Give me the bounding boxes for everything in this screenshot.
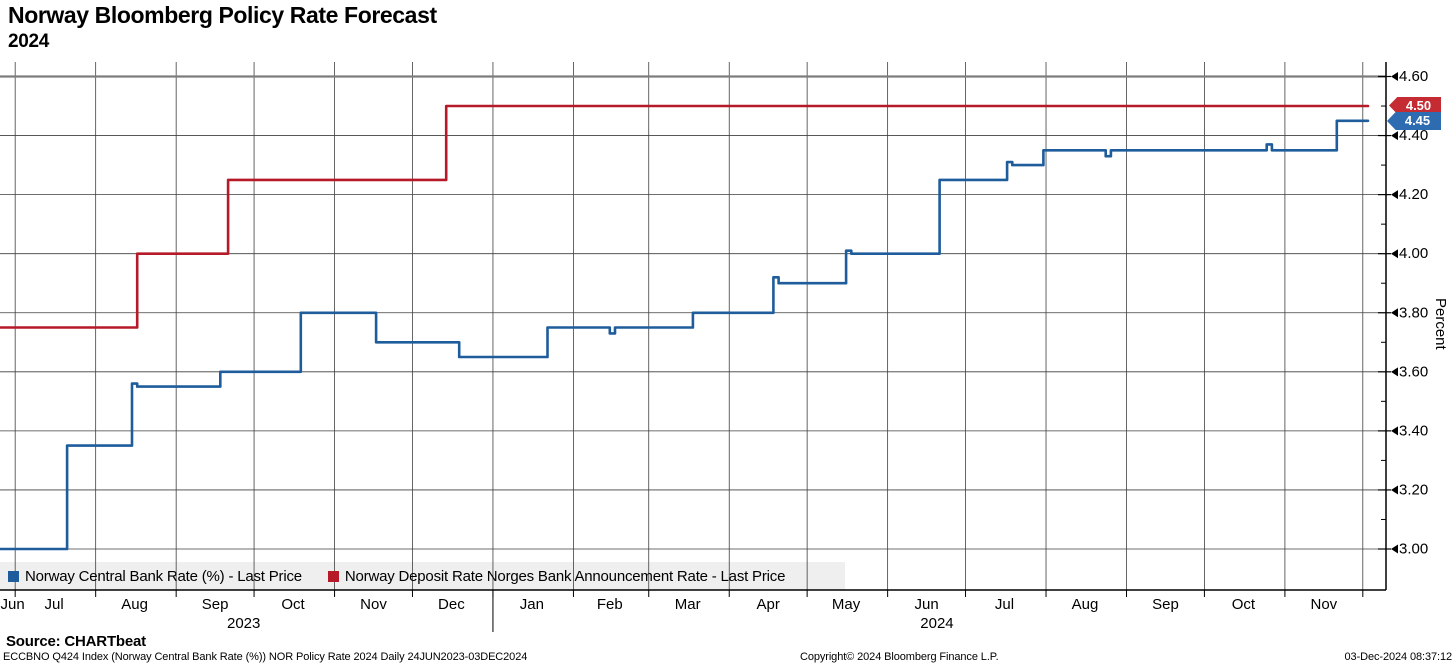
y-tick-arrow-icon bbox=[1391, 190, 1398, 200]
y-tick-arrow-icon bbox=[1391, 131, 1398, 141]
legend-marker-blue-icon bbox=[8, 570, 19, 582]
y-tick-label: 3.80 bbox=[1399, 304, 1428, 321]
y-tick-label: 3.00 bbox=[1399, 541, 1428, 558]
x-tick-label: Nov bbox=[360, 596, 387, 613]
chart-title: Norway Bloomberg Policy Rate Forecast bbox=[8, 2, 437, 28]
y-axis-title: Percent bbox=[1432, 298, 1449, 350]
price-tag-red: 4.50 bbox=[1389, 97, 1441, 114]
y-tick-arrow-icon bbox=[1391, 544, 1398, 554]
y-tick-label: 4.60 bbox=[1399, 68, 1428, 85]
x-tick-label: Sep bbox=[202, 596, 229, 613]
y-tick-label: 3.40 bbox=[1399, 422, 1428, 439]
copyright-text: Copyright© 2024 Bloomberg Finance L.P. bbox=[800, 651, 999, 663]
x-tick-label: Nov bbox=[1311, 596, 1338, 613]
x-tick-label: Mar bbox=[675, 596, 701, 613]
x-year-label: 2023 bbox=[227, 615, 260, 632]
y-tick-label: 3.20 bbox=[1399, 481, 1428, 498]
x-year-label: 2024 bbox=[920, 615, 953, 632]
source-line: Source: CHARTbeat bbox=[6, 633, 146, 650]
y-tick-label: 4.20 bbox=[1399, 186, 1428, 203]
y-tick-arrow-icon bbox=[1391, 485, 1398, 495]
series-line-deposit-rate bbox=[0, 104, 1370, 329]
x-tick-label: Jan bbox=[520, 596, 544, 613]
x-tick-label: Dec bbox=[438, 596, 465, 613]
legend: Norway Central Bank Rate (%) - Last Pric… bbox=[0, 562, 799, 590]
timestamp-text: 03-Dec-2024 08:37:12 bbox=[1344, 651, 1453, 663]
legend-marker-red-icon bbox=[327, 570, 339, 582]
x-tick-label: May bbox=[832, 596, 861, 613]
price-tag-blue: 4.45 bbox=[1387, 112, 1441, 130]
y-tick-label: 4.00 bbox=[1399, 245, 1428, 262]
legend-strip bbox=[0, 562, 845, 590]
x-tick-label: Oct bbox=[281, 596, 305, 613]
x-tick-label: Feb bbox=[597, 596, 623, 613]
legend-label: Norway Central Bank Rate (%) - Last Pric… bbox=[25, 567, 302, 585]
legend-item-deposit-rate: Norway Deposit Rate Norges Bank Announce… bbox=[327, 567, 786, 585]
x-tick-label: Jun bbox=[914, 596, 938, 613]
chart-subtitle: 2024 bbox=[8, 31, 50, 52]
y-tick-arrow-icon bbox=[1391, 72, 1398, 81]
x-tick-label: Jun bbox=[0, 596, 24, 613]
y-tick-arrow-icon bbox=[1391, 426, 1398, 436]
ticker-description: ECCBNO Q424 Index (Norway Central Bank R… bbox=[3, 651, 528, 663]
y-tick-arrow-icon bbox=[1391, 308, 1398, 318]
x-tick-label: Jul bbox=[995, 596, 1014, 613]
legend-label: Norway Deposit Rate Norges Bank Announce… bbox=[344, 567, 786, 585]
series-line-central-bank-rate bbox=[0, 119, 1370, 551]
x-tick-label: Sep bbox=[1152, 596, 1179, 613]
y-tick-label: 4.40 bbox=[1399, 127, 1428, 144]
x-tick-label: Apr bbox=[757, 596, 780, 613]
x-tick-label: Aug bbox=[1072, 596, 1099, 613]
y-tick-arrow-icon bbox=[1391, 249, 1398, 259]
legend-item-central-bank-rate: Norway Central Bank Rate (%) - Last Pric… bbox=[8, 568, 302, 585]
x-tick-label: Oct bbox=[1232, 596, 1256, 613]
x-tick-label: Jul bbox=[45, 596, 64, 613]
y-tick-label: 3.60 bbox=[1399, 363, 1428, 380]
x-tick-label: Aug bbox=[121, 596, 148, 613]
y-tick-arrow-icon bbox=[1391, 367, 1398, 377]
